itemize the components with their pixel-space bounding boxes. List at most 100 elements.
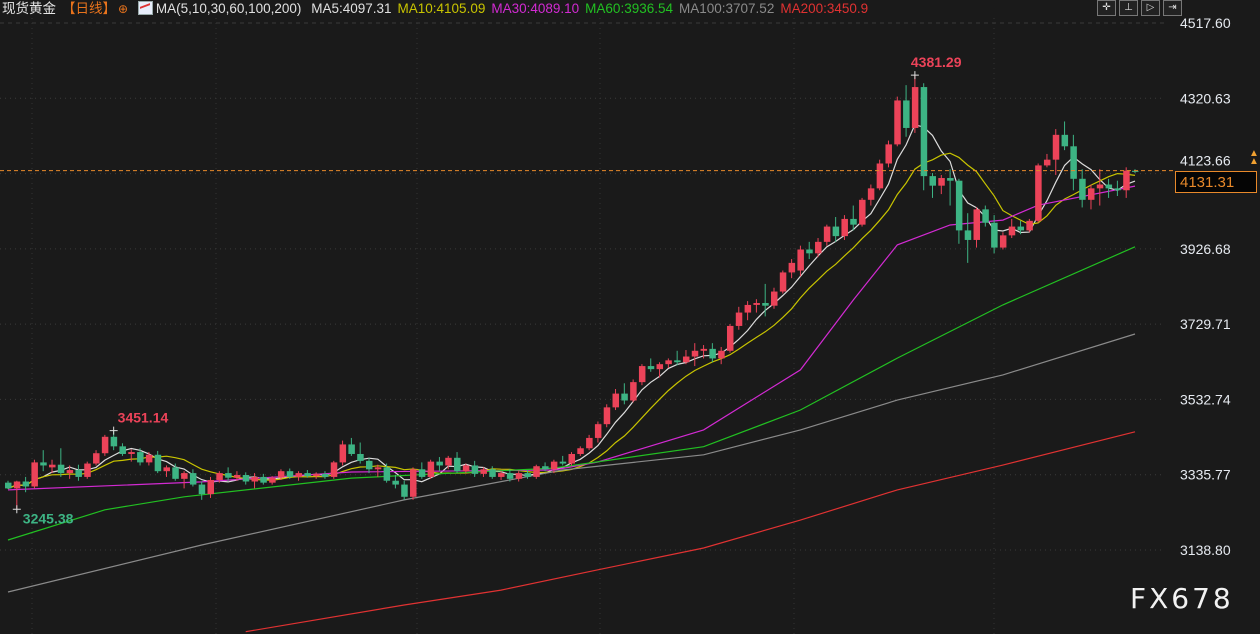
candle-body bbox=[233, 475, 241, 478]
candle-body bbox=[744, 304, 752, 313]
candle-body bbox=[189, 473, 197, 485]
candle-body bbox=[374, 467, 382, 470]
candle bbox=[1123, 167, 1130, 198]
candle bbox=[823, 224, 831, 246]
price-arrow-icon: ▲ ▲ bbox=[1249, 148, 1259, 167]
candle-body bbox=[1017, 226, 1025, 231]
candle-body bbox=[1123, 170, 1130, 191]
candle bbox=[498, 471, 505, 480]
ma-line-ma5 bbox=[7, 123, 1136, 489]
candle bbox=[189, 469, 197, 487]
candle-body bbox=[515, 473, 523, 479]
candle bbox=[991, 215, 998, 254]
candle bbox=[410, 467, 417, 500]
candle bbox=[691, 343, 699, 367]
candle-body bbox=[568, 453, 575, 464]
candle-body bbox=[735, 312, 743, 326]
candle-body bbox=[630, 382, 637, 401]
candle-body bbox=[93, 453, 100, 464]
candle bbox=[533, 464, 540, 479]
candle-body bbox=[427, 461, 435, 477]
candle bbox=[101, 434, 109, 456]
candle-body bbox=[84, 463, 91, 477]
candle-body bbox=[691, 350, 699, 357]
candle-body bbox=[128, 452, 135, 454]
candle-body bbox=[357, 453, 364, 461]
candle-body bbox=[454, 457, 461, 472]
candle bbox=[260, 473, 267, 485]
candle bbox=[841, 215, 848, 240]
candle-body bbox=[682, 356, 690, 363]
candle-body bbox=[823, 226, 831, 242]
candle-body bbox=[929, 176, 936, 186]
candle-body bbox=[665, 360, 672, 365]
candle-body bbox=[638, 366, 646, 383]
candle bbox=[269, 476, 276, 485]
candle-body bbox=[700, 348, 708, 351]
indicator-chart-icon[interactable] bbox=[137, 1, 153, 15]
candle bbox=[93, 450, 100, 466]
candle bbox=[207, 476, 215, 498]
candle bbox=[216, 471, 223, 483]
extreme-marker-icon bbox=[109, 426, 118, 435]
candle bbox=[1096, 169, 1104, 206]
ma-legend-item: MA10:4105.09 bbox=[397, 1, 486, 16]
candle-body bbox=[145, 454, 153, 463]
candle bbox=[859, 197, 866, 227]
candle bbox=[128, 449, 135, 462]
candle bbox=[5, 480, 12, 490]
candle-body bbox=[903, 100, 910, 128]
candle-body bbox=[586, 437, 593, 449]
exit-icon[interactable]: ⇥ bbox=[1163, 0, 1182, 16]
candle bbox=[49, 459, 56, 474]
candle-body bbox=[885, 144, 892, 164]
candle-body bbox=[542, 466, 549, 470]
candle bbox=[885, 140, 892, 168]
ma-legend: MA5:4097.31 MA10:4105.09 MA30:4089.10 MA60:… bbox=[311, 1, 874, 16]
candle-body bbox=[524, 473, 531, 477]
candle bbox=[665, 358, 672, 368]
candle bbox=[57, 448, 65, 477]
candle bbox=[348, 437, 355, 456]
instrument-title: 现货黄金 bbox=[2, 1, 56, 16]
candle bbox=[304, 470, 311, 478]
candle bbox=[321, 471, 329, 479]
candle-body bbox=[859, 199, 866, 225]
crosshair-icon[interactable]: ✛ bbox=[1097, 0, 1116, 16]
y-axis-tick-label: 4320.63 bbox=[1180, 90, 1231, 106]
candle-body bbox=[392, 480, 399, 485]
candle-body bbox=[1114, 188, 1121, 191]
candle-body bbox=[709, 348, 716, 359]
candle-body bbox=[788, 262, 796, 273]
extreme-marker-icon bbox=[12, 505, 21, 514]
range-select-icon[interactable]: ⊥ bbox=[1119, 0, 1138, 16]
candle bbox=[1105, 178, 1113, 198]
candle-body bbox=[674, 360, 681, 363]
candle-body bbox=[771, 291, 778, 306]
candle-body bbox=[445, 457, 452, 466]
candle-body bbox=[762, 303, 769, 306]
gridlines bbox=[0, 18, 1165, 634]
candle bbox=[647, 358, 655, 372]
candle bbox=[1114, 180, 1121, 196]
candle bbox=[788, 259, 796, 279]
play-icon[interactable]: ▷ bbox=[1141, 0, 1160, 16]
candle-body bbox=[1132, 170, 1139, 172]
ma-line-ma30 bbox=[7, 185, 1136, 491]
candle-body bbox=[999, 235, 1007, 248]
candle bbox=[735, 306, 743, 330]
candle-body bbox=[383, 467, 391, 481]
candle bbox=[568, 452, 575, 466]
candle bbox=[286, 468, 294, 479]
candle bbox=[40, 450, 47, 472]
y-axis-tick-label: 3926.68 bbox=[1180, 241, 1231, 257]
candle bbox=[542, 462, 549, 472]
candle-body bbox=[172, 467, 179, 479]
period-selector[interactable]: 【日线】 bbox=[62, 1, 116, 16]
candle-body bbox=[242, 475, 250, 482]
candle bbox=[506, 469, 514, 482]
circle-plus-icon[interactable]: ⊕ bbox=[118, 2, 129, 16]
candle-body bbox=[550, 461, 558, 470]
candle-body bbox=[841, 218, 848, 237]
